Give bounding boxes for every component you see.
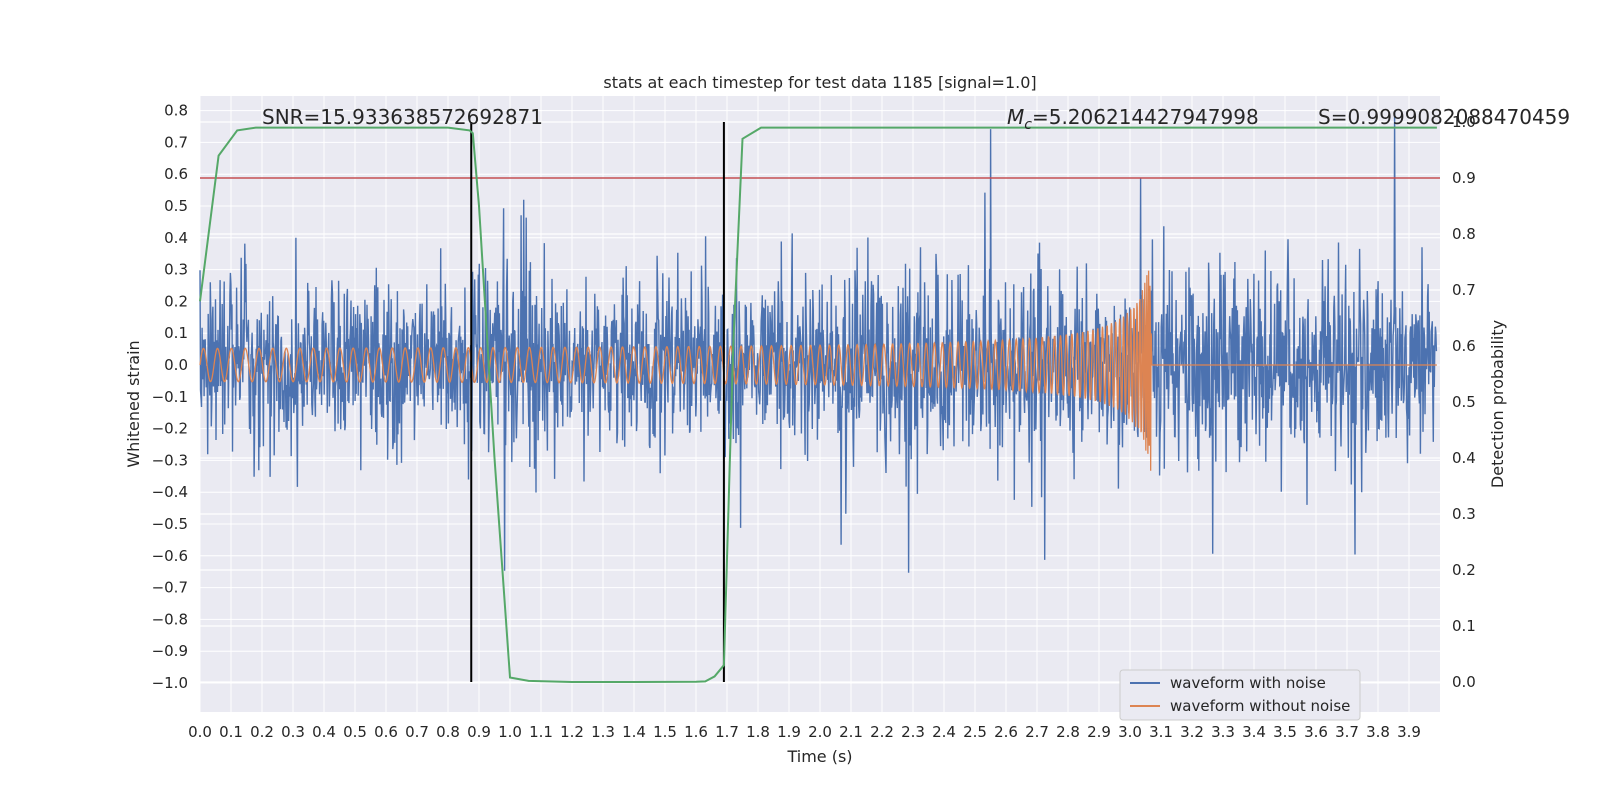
- legend: waveform with noise waveform without noi…: [1119, 669, 1361, 721]
- x-tick-label: 3.6: [1304, 723, 1328, 741]
- y-tick-label: −0.5: [152, 515, 188, 533]
- x-tick-label: 0.4: [312, 723, 336, 741]
- x-tick-label: 1.5: [653, 723, 677, 741]
- y-tick-label: −1.0: [152, 674, 188, 692]
- x-tick-label: 1.0: [498, 723, 522, 741]
- x-tick-label: 2.6: [994, 723, 1018, 741]
- chart-title: stats at each timestep for test data 118…: [603, 73, 1036, 92]
- x-axis-label: Time (s): [786, 747, 852, 766]
- x-tick-label: 2.0: [808, 723, 832, 741]
- grid: [199, 96, 1440, 712]
- x-tick-label: 2.5: [963, 723, 987, 741]
- x-tick-label: 1.3: [591, 723, 615, 741]
- legend-label-clean: waveform without noise: [1170, 697, 1350, 715]
- x-tick-label: 0.1: [219, 723, 243, 741]
- x-tick-label: 3.1: [1149, 723, 1173, 741]
- vertical-lines: [470, 122, 725, 682]
- y-tick-label: −0.6: [152, 547, 188, 565]
- y2-tick-label: 0.9: [1452, 169, 1476, 187]
- y2-tick-label: 0.4: [1452, 449, 1476, 467]
- x-tick-label: 2.9: [1087, 723, 1111, 741]
- x-tick-label: 3.3: [1211, 723, 1235, 741]
- x-tick-label: 2.2: [870, 723, 894, 741]
- mc-subscript: c: [1024, 117, 1032, 133]
- x-tick-label: 3.4: [1242, 723, 1266, 741]
- s-annotation: S=0.9999082088470459: [1318, 105, 1570, 129]
- snr-annotation: SNR=15.933638572692871: [262, 105, 543, 129]
- y-tick-label: 0.0: [164, 356, 188, 374]
- y2-tick-labels: 1.0 0.9 0.8 0.7 0.6 0.5 0.4 0.3 0.2 0.1 0.0: [1452, 113, 1476, 691]
- x-tick-label: 2.7: [1025, 723, 1049, 741]
- x-tick-label: 2.4: [932, 723, 956, 741]
- y2-tick-label: 0.1: [1452, 617, 1476, 635]
- x-tick-labels: 0.0 0.1 0.2 0.3 0.4 0.5 0.6 0.7 0.8 0.9 1.0 1.1 1.2 1…: [188, 723, 1421, 741]
- y-axis-label: Whitened strain: [124, 340, 143, 467]
- legend-label-noise: waveform with noise: [1170, 674, 1326, 692]
- x-tick-label: 0.3: [281, 723, 305, 741]
- y-tick-label: −0.2: [152, 420, 188, 438]
- y-tick-label: 0.5: [164, 197, 188, 215]
- y2-tick-label: 0.5: [1452, 393, 1476, 411]
- y-tick-label: 0.7: [164, 133, 188, 151]
- x-tick-label: 0.2: [250, 723, 274, 741]
- y-tick-label: 0.6: [164, 165, 188, 183]
- series-waveform-without-noise: [199, 270, 1437, 471]
- y-tick-label: 0.2: [164, 292, 188, 310]
- x-tick-label: 0.6: [374, 723, 398, 741]
- y2-tick-label: 0.7: [1452, 281, 1476, 299]
- legend-box: [1119, 669, 1361, 721]
- x-tick-label: 2.1: [839, 723, 863, 741]
- x-tick-label: 3.0: [1118, 723, 1142, 741]
- y-tick-label: 0.3: [164, 261, 188, 279]
- y-tick-label: −0.7: [152, 579, 188, 597]
- y-tick-label: 0.8: [164, 102, 188, 120]
- x-tick-label: 1.1: [529, 723, 553, 741]
- y2-tick-label: 0.0: [1452, 673, 1476, 691]
- x-tick-label: 0.5: [343, 723, 367, 741]
- y2-tick-label: 0.6: [1452, 337, 1476, 355]
- probability-line: [199, 126, 1437, 683]
- x-tick-label: 3.5: [1273, 723, 1297, 741]
- y-tick-label: 0.4: [164, 229, 188, 247]
- x-tick-label: 2.8: [1056, 723, 1080, 741]
- y2-tick-label: 1.0: [1452, 113, 1476, 131]
- mc-value: =5.206214427947998: [1032, 105, 1259, 129]
- clean-waveform-line: [199, 270, 1437, 471]
- x-tick-label: 3.8: [1366, 723, 1390, 741]
- y2-tick-label: 0.2: [1452, 561, 1476, 579]
- y2-tick-label: 0.3: [1452, 505, 1476, 523]
- x-tick-label: 2.3: [901, 723, 925, 741]
- y2-tick-label: 0.8: [1452, 225, 1476, 243]
- x-tick-label: 3.9: [1397, 723, 1421, 741]
- y-tick-label: −0.9: [152, 642, 188, 660]
- x-tick-label: 1.4: [622, 723, 646, 741]
- y2-axis-label: Detection probability: [1488, 320, 1507, 488]
- x-tick-label: 1.6: [684, 723, 708, 741]
- x-tick-label: 0.8: [436, 723, 460, 741]
- y-tick-label: −0.3: [152, 451, 188, 469]
- x-tick-label: 1.9: [777, 723, 801, 741]
- y-tick-label: −0.8: [152, 610, 188, 628]
- x-tick-label: 1.2: [560, 723, 584, 741]
- x-tick-label: 0.0: [188, 723, 212, 741]
- x-tick-label: 1.7: [715, 723, 739, 741]
- series-detection-probability: [199, 126, 1437, 683]
- x-tick-label: 0.7: [405, 723, 429, 741]
- mc-annotation: Mc=5.206214427947998: [1007, 105, 1259, 133]
- x-tick-label: 3.7: [1335, 723, 1359, 741]
- mc-symbol: M: [1007, 105, 1024, 129]
- y-tick-label: 0.1: [164, 324, 188, 342]
- y-tick-label: −0.1: [152, 388, 188, 406]
- y-tick-label: −0.4: [152, 483, 188, 501]
- x-tick-label: 1.8: [746, 723, 770, 741]
- x-tick-label: 3.2: [1180, 723, 1204, 741]
- x-tick-label: 0.9: [467, 723, 491, 741]
- y-tick-labels: 0.8 0.7 0.6 0.5 0.4 0.3 0.2 0.1 0.0 −0.1 −0.2 −0.3 −…: [152, 102, 188, 692]
